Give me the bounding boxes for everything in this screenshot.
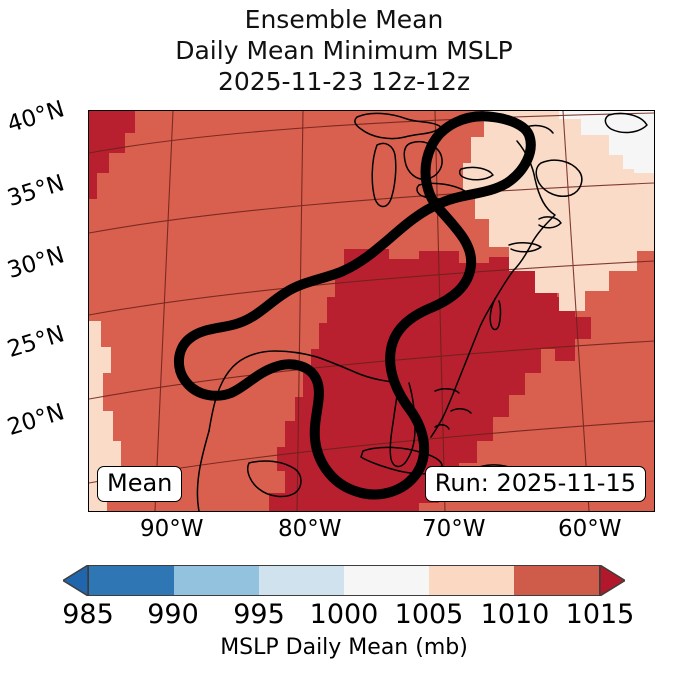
lon-label-70w: 70°W [422,516,486,542]
mean-label-box: Mean [97,466,183,502]
yucatan [247,460,302,498]
lat-label-20n: 20°N [4,399,68,441]
graticule [89,111,654,511]
lon-label-90w: 90°W [140,516,204,542]
run-label-box: Run: 2025-11-15 [424,466,646,502]
cape-cod [538,216,562,229]
title-line-3: 2025-11-23 12z-12z [217,67,471,96]
newfoundland [604,112,648,134]
chesapeake-bay [489,298,502,331]
lon-label-60w: 60°W [558,516,622,542]
bahamas-3 [434,424,450,430]
colorbar-over-arrow [600,565,625,596]
colorbar-tick-1015: 1015 [565,599,635,630]
bahamas-1 [434,388,460,394]
lat-label-25n: 25°N [4,321,68,363]
bold-contour-1015 [174,111,536,500]
colorbar-band-990-995 [174,566,259,595]
lake-superior [354,112,442,140]
map-panel[interactable]: Mean Run: 2025-11-15 [88,110,655,512]
long-island [508,242,542,253]
colorbar-tick-1000: 1000 [309,599,379,630]
chart-title: Ensemble Mean Daily Mean Minimum MSLP 20… [0,4,688,97]
fill-1005-1010-northeast [463,111,654,311]
title-line-2: Daily Mean Minimum MSLP [175,36,513,65]
colorbar-band-1010-1015 [514,566,599,595]
colorbar-tick-995: 995 [233,599,285,630]
colorbar-band-1000-1005 [344,566,429,595]
lon-label-80w: 80°W [278,516,342,542]
lake-michigan [371,142,397,208]
lat-label-40n: 40°N [4,96,68,138]
lake-ontario [458,166,494,181]
colorbar-tick-1005: 1005 [394,599,464,630]
colorbar-tick-990: 990 [147,599,199,630]
fill-gt1015-east-lobe [541,297,591,361]
map-graphic [89,111,654,511]
fill-1000-1005-corner [609,111,654,169]
nova-scotia [535,159,583,197]
fill-gt1015-southeast [269,249,557,511]
lat-label-35n: 35°N [4,170,68,212]
colorbar-tick-1010: 1010 [480,599,550,630]
colorbar-band-995-1000 [259,566,344,595]
fill-gt1015-northwest [89,111,135,199]
mexico-coast [196,430,210,511]
colorbar-band-1005-1010 [429,566,514,595]
colorbar[interactable]: 985 990 995 1000 1005 1010 1015 MSLP Dai… [0,560,688,674]
bahamas-2 [450,408,472,414]
colorbar-under-arrow [63,565,88,596]
colorbar-bands[interactable] [88,565,600,596]
colorbar-axis-label: MSLP Daily Mean (mb) [220,635,468,660]
lat-label-30n: 30°N [4,242,68,284]
map-clip [89,111,654,511]
colorbar-tick-985: 985 [62,599,114,630]
title-line-1: Ensemble Mean [244,5,444,34]
colorbar-band-985-990 [89,566,174,595]
